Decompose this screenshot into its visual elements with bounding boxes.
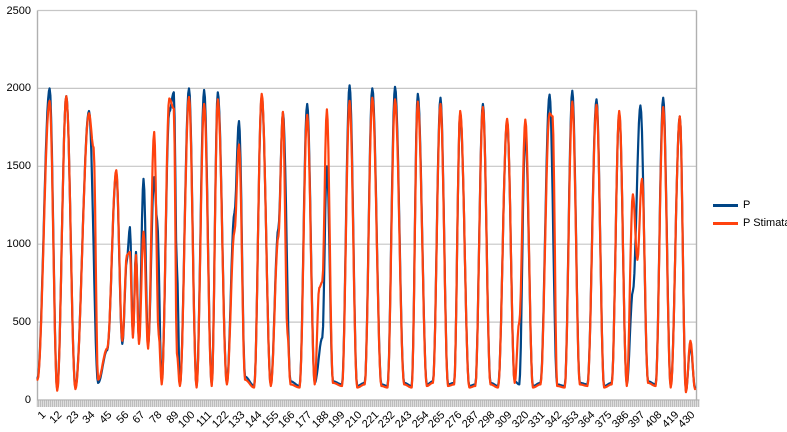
- legend-item-p-stimata[interactable]: P Stimata: [713, 217, 787, 230]
- series-line-p-stimata[interactable]: [36, 92, 697, 394]
- legend-label-p-stimata: P Stimata: [743, 217, 787, 229]
- y-tick-label: 500: [12, 316, 31, 329]
- x-axis-tick-band: [37, 400, 700, 407]
- legend-swatch-p-stimata: [713, 222, 738, 225]
- y-tick-label: 2500: [6, 4, 31, 17]
- y-tick-label: 2000: [6, 82, 31, 95]
- legend-item-p[interactable]: P: [713, 199, 787, 212]
- legend[interactable]: P P Stimata: [713, 199, 787, 230]
- y-tick-label: 1000: [6, 238, 31, 251]
- legend-swatch-p: [713, 204, 738, 207]
- y-tick-label: 1500: [6, 160, 31, 173]
- y-tick-label: 0: [24, 394, 31, 406]
- legend-label-p: P: [743, 199, 751, 211]
